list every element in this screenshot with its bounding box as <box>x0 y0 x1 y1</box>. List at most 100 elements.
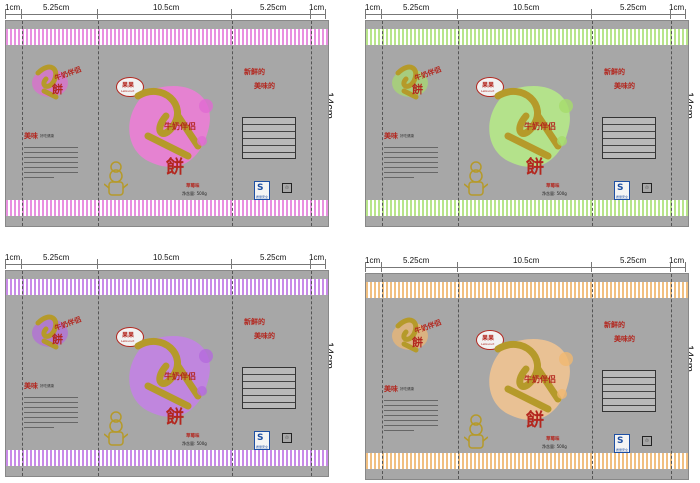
nutrition-row <box>603 132 655 139</box>
fresh-line-2: 美味的 <box>254 331 275 340</box>
ingredient-text-line <box>24 177 54 178</box>
recycle-icon: ♲ <box>282 183 292 193</box>
bottom-seal-band <box>6 200 328 216</box>
ingredient-text-line <box>24 147 78 148</box>
nutrition-row <box>603 146 655 153</box>
bag-body: 牛奶伴侣餅美味 好吃健康 果果 Lebiscuit 牛奶伴侣餅草莓味 净含量: 500… <box>5 20 329 227</box>
taste-tag-extra: 好吃健康 <box>40 384 54 388</box>
qs-caption: 质量安全 <box>256 195 269 199</box>
nutrition-row <box>603 385 655 392</box>
ingredient-text-line <box>384 415 438 416</box>
qs-mark: S 质量安全 <box>614 434 630 453</box>
fresh-line-1: 新鲜的 <box>244 317 265 326</box>
nutrition-table <box>602 370 656 412</box>
front-slogan: 牛奶伴侣 <box>524 121 556 131</box>
side-logo-graphic <box>32 64 68 100</box>
ingredient-text-line <box>24 402 78 403</box>
nutrition-row <box>243 375 295 382</box>
ingredient-text-line <box>24 397 78 398</box>
side-cake-char: 餅 <box>412 336 423 349</box>
brand-name: 果果 <box>482 82 495 89</box>
fold-line <box>671 21 672 226</box>
bottom-seal-band <box>6 450 328 466</box>
nutrition-row <box>243 368 295 375</box>
ingredient-text-line <box>384 405 438 406</box>
fresh-line-2: 美味的 <box>614 334 635 343</box>
ingredient-text-line <box>24 152 78 153</box>
dim-edge-right: 1cm <box>669 256 685 265</box>
dimension-tick <box>591 262 592 272</box>
dimension-tick <box>325 9 326 19</box>
dimension-line <box>5 14 325 15</box>
brand-badge: 果果 Lebiscuit <box>116 77 144 97</box>
ingredient-text-line <box>24 157 78 158</box>
front-cake-char: 餅 <box>526 157 544 178</box>
nutrition-row <box>243 389 295 396</box>
nutrition-row <box>603 399 655 406</box>
brand-name: 果果 <box>482 335 495 342</box>
fold-line <box>671 274 672 479</box>
ingredient-text-line <box>24 427 54 428</box>
chef-mascot-icon <box>464 161 488 196</box>
ingredient-text-line <box>384 157 438 158</box>
dim-front: 10.5cm <box>153 3 180 12</box>
dimension-line <box>365 14 685 15</box>
nutrition-row <box>603 371 655 378</box>
ingredient-text-line <box>384 425 438 426</box>
brand-badge: 果果 Lebiscuit <box>476 77 504 97</box>
dimension-tick <box>457 262 458 272</box>
qs-caption: 质量安全 <box>256 445 269 449</box>
fresh-line-2: 美味的 <box>254 81 275 90</box>
fresh-line-1: 新鲜的 <box>604 67 625 76</box>
qs-mark: S 质量安全 <box>254 431 270 450</box>
dimension-tick <box>685 9 686 19</box>
nutrition-row <box>243 146 295 153</box>
dim-edge-left: 1cm <box>5 3 21 12</box>
taste-tag: 美味 <box>384 131 398 140</box>
ingredient-text-line <box>384 177 414 178</box>
bag-body: 牛奶伴侣餅美味 好吃健康 果果 Lebiscuit 牛奶伴侣餅草莓味 净含量: 500… <box>5 270 329 477</box>
dim-edge-right: 1cm <box>309 3 325 12</box>
brand-badge: 果果 Lebiscuit <box>476 330 504 350</box>
dim-front: 10.5cm <box>513 3 540 12</box>
fold-line <box>458 274 459 479</box>
dimension-line <box>5 264 325 265</box>
taste-tag-extra: 好吃健康 <box>400 387 414 391</box>
taste-tag: 美味 <box>24 131 38 140</box>
ingredient-text-line <box>384 430 414 431</box>
fold-line <box>98 21 99 226</box>
dimension-tick <box>685 262 686 272</box>
dim-edge-right: 1cm <box>309 253 325 262</box>
front-cake-char: 餅 <box>166 157 184 178</box>
bottom-seal-band <box>366 200 688 216</box>
dieline-panel: 1cm 5.25cm 10.5cm 5.25cm 1cm 14cm 牛奶伴侣餅美味 好吃健康… <box>5 0 350 230</box>
nutrition-table <box>602 117 656 159</box>
ingredient-text-line <box>24 162 78 163</box>
side-logo-graphic <box>392 64 428 100</box>
dimension-tick <box>591 9 592 19</box>
ingredient-text-line <box>384 400 438 401</box>
dimension-tick <box>381 9 382 19</box>
dieline-panel: 1cm 5.25cm 10.5cm 5.25cm 1cm 14cm 牛奶伴侣餅美味 好吃健康… <box>365 0 700 230</box>
fresh-line-2: 美味的 <box>614 81 635 90</box>
fold-line <box>382 274 383 479</box>
ingredient-text-line <box>384 172 438 173</box>
dim-side-right: 5.25cm <box>620 3 647 12</box>
qs-mark: S 质量安全 <box>614 181 630 200</box>
top-seal-band <box>6 29 328 45</box>
side-logo-graphic <box>392 317 428 353</box>
fresh-line-1: 新鲜的 <box>604 320 625 329</box>
dimension-tick <box>381 262 382 272</box>
dim-side-left: 5.25cm <box>403 256 430 265</box>
dimension-tick <box>365 9 366 19</box>
flavor-label: 草莓味 <box>186 184 200 189</box>
dimension-tick <box>310 259 311 269</box>
fold-line <box>311 21 312 226</box>
dim-side-right: 5.25cm <box>260 3 287 12</box>
net-weight: 净含量: 500g <box>542 191 567 196</box>
taste-tag-extra: 好吃健康 <box>40 134 54 138</box>
dimension-tick <box>325 259 326 269</box>
front-slogan: 牛奶伴侣 <box>164 121 196 131</box>
dimension-tick <box>457 9 458 19</box>
chef-mascot-icon <box>104 411 128 446</box>
